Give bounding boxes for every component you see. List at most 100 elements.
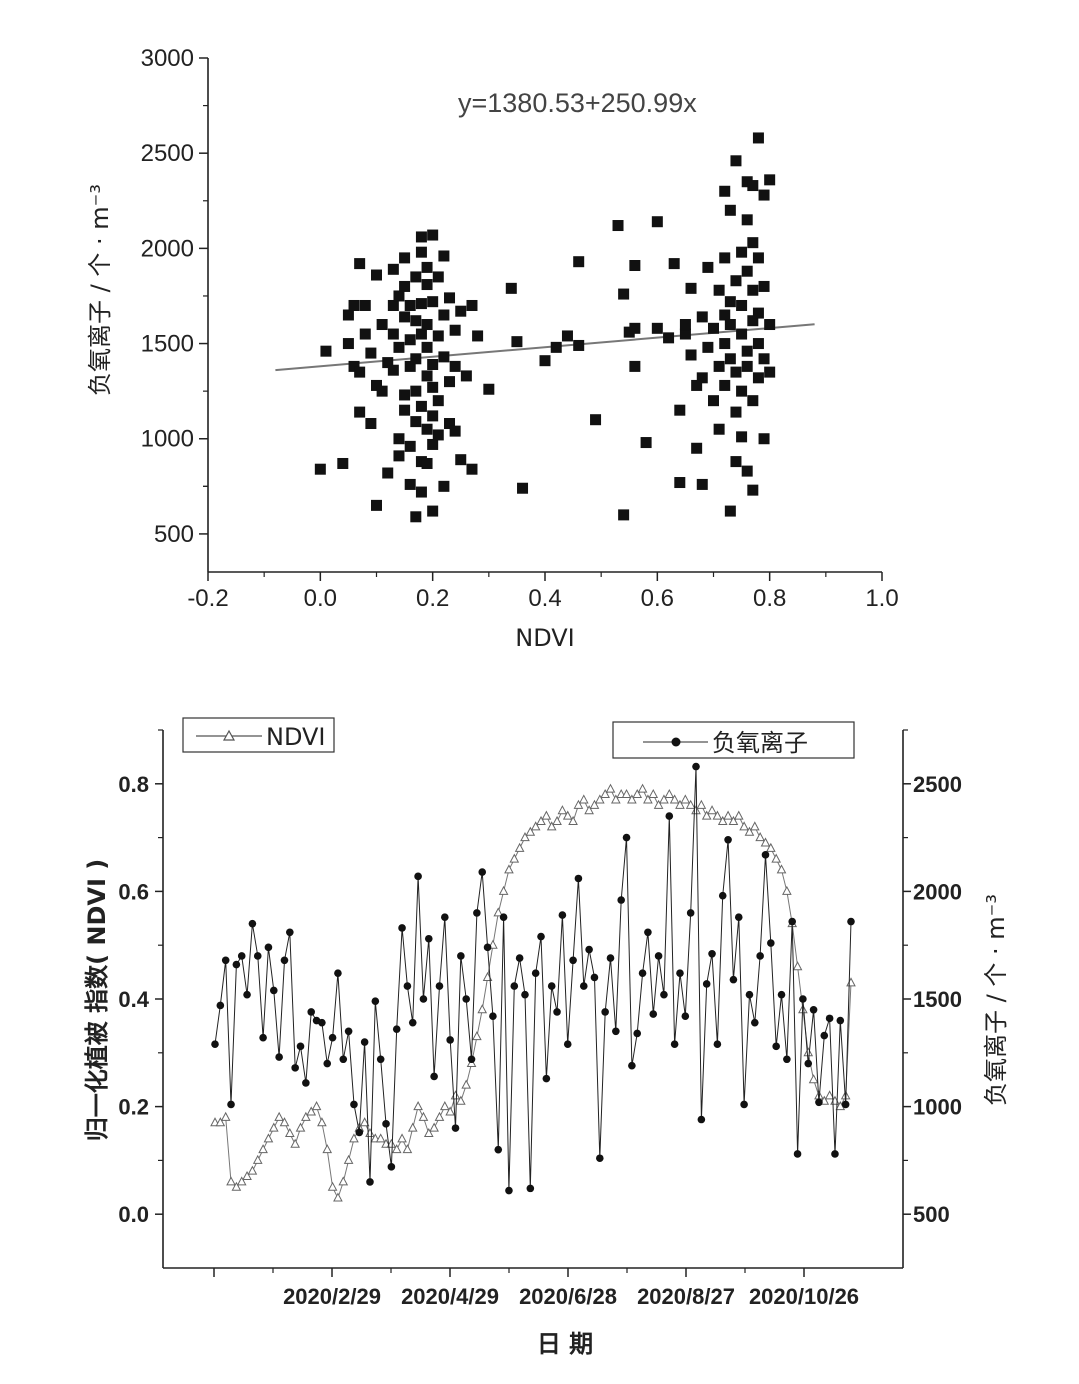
c2-x-tick-label: 2020/8/27 (637, 1284, 735, 1309)
scatter-point (724, 296, 736, 308)
scatter-point (382, 467, 394, 479)
regression-equation: y=1380.53+250.99x (458, 88, 697, 118)
ndvi-point (247, 1165, 258, 1175)
scatter-point (730, 155, 742, 167)
c1-y-tick-label: 1000 (141, 426, 194, 453)
ion-point (446, 1036, 454, 1044)
scatter-point (758, 353, 770, 365)
ndvi-point (589, 799, 600, 809)
ion-point (302, 1079, 310, 1087)
ndvi-point (680, 794, 691, 804)
ndvi-point (782, 885, 792, 895)
scatter-point (342, 338, 354, 350)
scatter-point (651, 322, 663, 334)
ion-point (633, 1029, 642, 1038)
scatter-point (410, 271, 422, 283)
ndvi-point (733, 810, 744, 820)
scatter-point (432, 429, 444, 441)
ndvi-point (402, 1144, 413, 1154)
ndvi-point (611, 794, 621, 804)
legend-ions-label: 负氧离子 (712, 729, 808, 757)
ion-point (382, 1120, 390, 1128)
ndvi-point (659, 794, 669, 804)
ndvi-point (749, 821, 760, 831)
ndvi-point (755, 832, 765, 842)
scatter-point (691, 442, 703, 454)
ion-point (553, 1008, 561, 1016)
ndvi-point (776, 864, 787, 874)
ion-point (451, 1124, 460, 1132)
scatter-point (460, 370, 472, 382)
ndvi-point (728, 815, 739, 825)
dot-marker-icon (671, 737, 681, 747)
ion-point (515, 954, 524, 962)
ion-point (457, 952, 465, 960)
scatter-point (393, 341, 405, 353)
ion-point (692, 762, 700, 771)
scatter-point (449, 360, 461, 372)
scatter-point (455, 454, 467, 466)
scatter-point (432, 395, 444, 407)
ndvi-point (696, 799, 707, 809)
ndvi-point (514, 842, 525, 852)
scatter-point (741, 360, 753, 372)
ion-point (585, 945, 593, 954)
ion-point (221, 956, 230, 965)
ion-point (660, 990, 668, 999)
ndvi-point (295, 1122, 306, 1132)
ion-point (227, 1100, 235, 1109)
ion-point (419, 995, 428, 1003)
scatter-point (421, 279, 433, 291)
ion-point (563, 1040, 572, 1048)
ndvi-point (546, 821, 557, 831)
scatter-point (365, 347, 377, 359)
scatter-point (764, 366, 776, 378)
ndvi-point (701, 810, 712, 820)
ion-point (750, 1018, 759, 1027)
scatter-point (382, 357, 394, 369)
scatter-point (421, 261, 433, 273)
ion-point (398, 924, 406, 932)
scatter-point (415, 246, 427, 258)
ndvi-point (568, 815, 578, 825)
scatter-point (708, 322, 719, 334)
ndvi-point (279, 1117, 290, 1127)
ion-point (430, 1072, 438, 1081)
ion-point (237, 952, 246, 960)
scatter-point (747, 237, 759, 249)
ndvi-point (632, 788, 643, 799)
scatter-point (747, 284, 759, 296)
scatter-point (764, 319, 776, 331)
ndvi-point (562, 810, 573, 820)
ndvi-point (226, 1176, 236, 1186)
ion-point (761, 851, 770, 859)
ion-point (473, 909, 481, 917)
ndvi-point (306, 1106, 317, 1116)
scatter-point (427, 229, 439, 241)
scatter-point (685, 349, 697, 361)
scatter-point (342, 309, 354, 321)
ndvi-point (263, 1133, 274, 1143)
ndvi-point (530, 821, 541, 831)
c2-x-tick-label: 2020/4/29 (401, 1284, 499, 1309)
ndvi-point (327, 1181, 338, 1191)
c2-right-tick-label: 1000 (913, 1095, 962, 1120)
ndvi-point (669, 794, 680, 804)
ion-point (831, 1150, 839, 1158)
ion-point (478, 868, 487, 876)
ndvi-point (557, 805, 568, 815)
ion-point (494, 1145, 503, 1154)
ndvi-point (397, 1133, 407, 1143)
scatter-point (415, 328, 427, 340)
ndvi-point (439, 1101, 450, 1111)
ion-point (211, 1040, 219, 1048)
scatter-point (427, 410, 439, 422)
scatter-point (747, 395, 759, 407)
scatter-point (618, 509, 630, 521)
scatter-point (730, 456, 742, 468)
scatter-point (410, 385, 422, 397)
scatter-point (758, 433, 770, 445)
ndvi-point (386, 1138, 397, 1148)
ion-point (510, 982, 519, 990)
ndvi-point (771, 853, 782, 863)
